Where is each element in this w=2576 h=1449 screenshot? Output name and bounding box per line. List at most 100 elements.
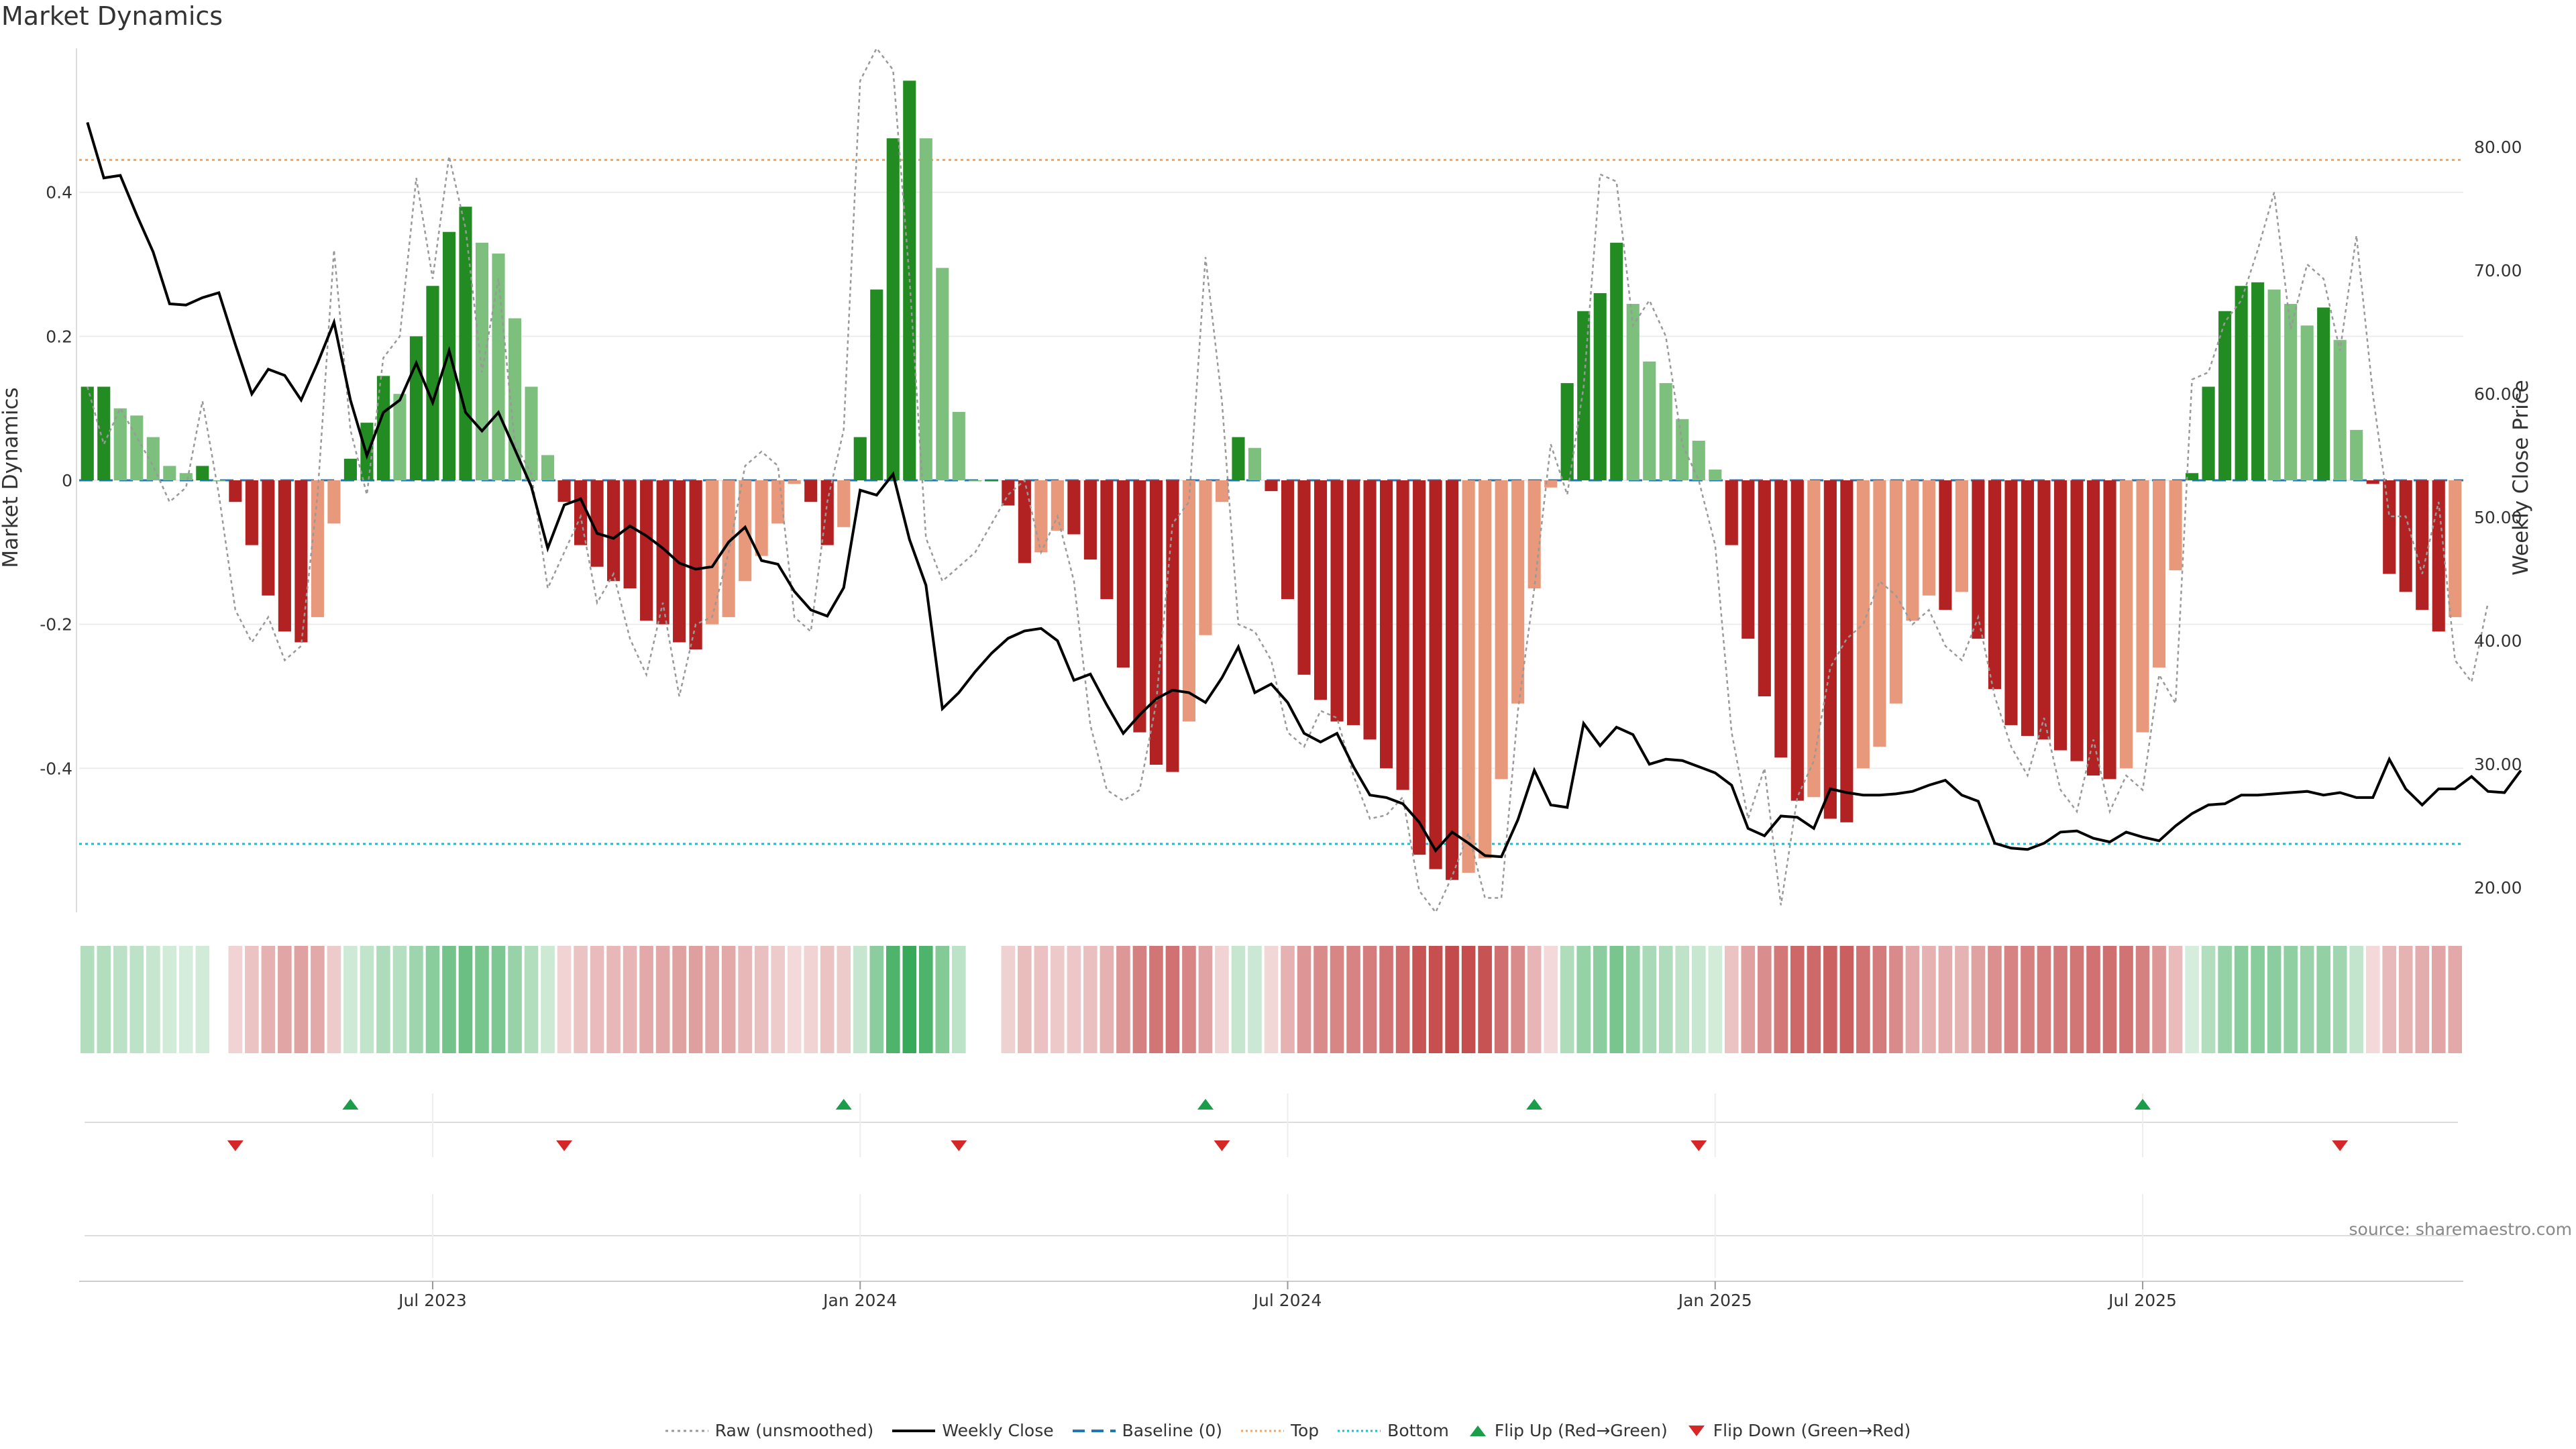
momentum-bar: [492, 253, 505, 480]
momentum-bar: [607, 480, 621, 582]
legend-flip-down-label: Flip Down (Green→Red): [1713, 1421, 1911, 1440]
momentum-bar: [1577, 311, 1591, 480]
momentum-bar: [2284, 304, 2298, 480]
heat-cell: [475, 946, 489, 1053]
y2-tick-label: 80.00: [2474, 138, 2522, 157]
momentum-bar: [459, 207, 472, 480]
momentum-bar: [706, 480, 719, 625]
heat-cell: [1034, 946, 1049, 1053]
momentum-bar: [2235, 286, 2248, 480]
heat-cell: [261, 946, 276, 1053]
heat-cell: [672, 946, 686, 1053]
y-tick-label: -0.2: [40, 615, 72, 635]
flip-down-marker: [227, 1140, 244, 1151]
heat-cell: [1231, 946, 1246, 1053]
source-note: source: sharemaestro.com: [2349, 1220, 2573, 1239]
momentum-bar: [426, 286, 439, 480]
heat-cell: [557, 946, 572, 1053]
heat-cell: [606, 946, 621, 1053]
heat-cell: [195, 946, 210, 1053]
momentum-bar: [1330, 480, 1344, 722]
momentum-bar: [656, 480, 669, 625]
momentum-bar: [525, 386, 538, 480]
momentum-bar: [1527, 480, 1541, 588]
flip-up-marker: [1197, 1099, 1214, 1110]
heat-cell: [1511, 946, 1525, 1053]
momentum-bar: [229, 480, 242, 502]
momentum-bar: [755, 480, 768, 556]
momentum-bar: [1823, 480, 1837, 819]
momentum-bar: [2333, 339, 2347, 480]
momentum-bar: [1018, 480, 1031, 564]
heat-cell: [639, 946, 653, 1053]
heat-cell: [1149, 946, 1163, 1053]
heat-cell: [2021, 946, 2035, 1053]
heat-cell: [2201, 946, 2216, 1053]
momentum-bar: [409, 336, 423, 480]
heat-cell: [1724, 946, 1739, 1053]
momentum-bar: [870, 289, 883, 480]
momentum-bar: [2169, 480, 2182, 571]
momentum-bar: [1840, 480, 1854, 822]
momentum-bar: [1199, 480, 1212, 635]
momentum-bar: [1758, 480, 1771, 696]
momentum-bar: [130, 415, 144, 480]
momentum-bar: [1462, 480, 1475, 873]
momentum-bar: [2383, 480, 2396, 574]
legend-bottom-label: Bottom: [1387, 1421, 1449, 1440]
heat-cell: [1922, 946, 1936, 1053]
heat-cell: [1625, 946, 1640, 1053]
heat-cell: [1018, 946, 1032, 1053]
y-axis-label: Market Dynamics: [0, 387, 23, 568]
heat-cell: [1889, 946, 1903, 1053]
momentum-bar: [1265, 480, 1278, 492]
heat-cell: [771, 946, 785, 1053]
momentum-bar: [1511, 480, 1525, 704]
momentum-bar: [1232, 437, 1245, 480]
close-series-line: [86, 121, 2522, 859]
heat-cell: [738, 946, 752, 1053]
heat-cell: [688, 946, 703, 1053]
heat-cell: [376, 946, 390, 1053]
heat-cell: [327, 946, 341, 1053]
legend-top: Top: [1240, 1421, 1319, 1440]
heat-cell: [311, 946, 325, 1053]
legend-flip-down: Flip Down (Green→Red): [1686, 1421, 1911, 1440]
heat-cell: [425, 946, 440, 1053]
heat-cell: [2267, 946, 2282, 1053]
flip-up-marker: [835, 1099, 852, 1110]
flip-up-marker: [342, 1099, 359, 1110]
flip-down-marker: [1214, 1140, 1230, 1151]
heat-cell: [1905, 946, 1920, 1053]
momentum-bar: [1034, 480, 1048, 553]
flip-down-marker: [951, 1140, 967, 1151]
flip-down-marker: [2332, 1140, 2349, 1151]
momentum-bar: [1248, 447, 1262, 480]
heat-cell: [1051, 946, 1065, 1053]
heat-cell: [2382, 946, 2396, 1053]
heat-cell: [1198, 946, 1213, 1053]
heat-cell: [146, 946, 160, 1053]
momentum-bar: [788, 480, 801, 484]
heat-cell: [179, 946, 193, 1053]
heat-cell: [491, 946, 506, 1053]
heat-cell: [1971, 946, 1986, 1053]
heat-cell: [2349, 946, 2363, 1053]
momentum-bar: [2021, 480, 2035, 737]
heat-cell: [458, 946, 473, 1053]
heat-cell: [2218, 946, 2232, 1053]
heat-cell: [1938, 946, 1953, 1053]
momentum-bar: [919, 138, 932, 480]
momentum-bar: [2103, 480, 2116, 780]
heat-cell: [1001, 946, 1016, 1053]
heat-cell: [228, 946, 243, 1053]
heat-cell: [754, 946, 769, 1053]
heat-cell: [1544, 946, 1558, 1053]
x-axis-layer: Jul 2023 Jan 2024 Jul 2024 Jan 2025 Jul 2025: [79, 1281, 2463, 1310]
heat-cell: [2135, 946, 2150, 1053]
heat-cell: [1593, 946, 1607, 1053]
heat-cell: [1165, 946, 1180, 1053]
heat-cell: [1955, 946, 1969, 1053]
y2-tick-label: 20.00: [2474, 878, 2522, 898]
momentum-bar: [853, 437, 867, 480]
